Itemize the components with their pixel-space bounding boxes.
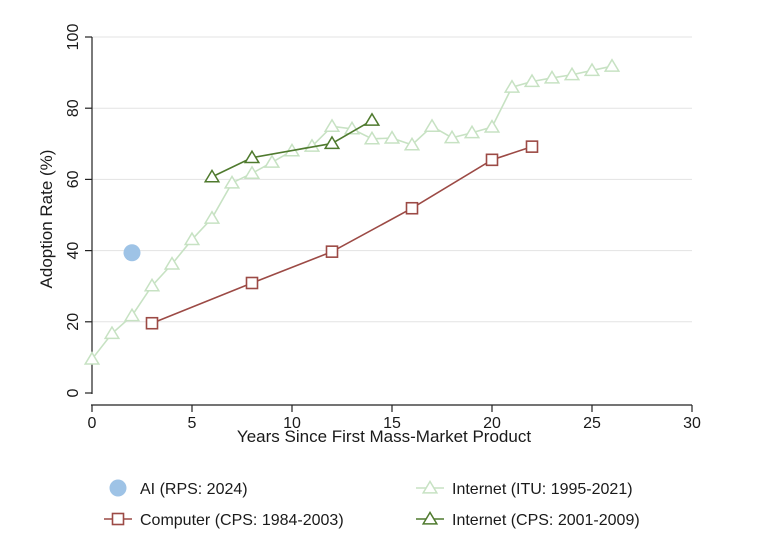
y-tick-label-0: 0 [65,388,82,397]
tick-labels: 0 20 40 60 80 100 0 5 10 15 20 25 30 [65,24,701,432]
legend-swatch-3 [421,511,439,525]
point-1-4 [163,256,181,270]
x-tick-label-25: 25 [583,415,601,432]
point-2-3 [405,201,419,215]
point-0-0 [123,244,141,262]
point-1-12 [323,118,341,132]
legend-swatch-2 [111,512,125,526]
point-1-26 [603,58,621,72]
legend-swatch-1 [421,480,439,494]
x-tick-label-20: 20 [483,415,501,432]
series-1 [83,58,621,365]
point-1-15 [383,130,401,144]
point-1-20 [483,119,501,133]
legend-label-3: Internet (CPS: 2001-2009) [452,512,640,529]
x-axis-title: Years Since First Mass-Market Product [237,427,531,446]
series-2 [145,140,539,330]
point-1-24 [563,66,581,81]
point-2-2 [325,245,339,258]
x-tick-label-30: 30 [683,415,701,432]
y-tick-label-60: 60 [65,170,82,188]
y-tick-label-20: 20 [65,313,82,331]
point-1-5 [183,231,201,246]
y-tick-label-80: 80 [65,99,82,117]
point-2-5 [525,140,539,153]
x-tick-label-10: 10 [283,415,301,432]
series-line-3 [211,119,373,178]
series-line-2 [151,145,533,324]
legend-swatch-0 [109,479,127,497]
point-1-7 [223,175,241,189]
x-tick-label-15: 15 [383,415,401,432]
legend-label-1: Internet (ITU: 1995-2021) [452,481,633,498]
point-2-4 [485,153,499,167]
point-1-6 [203,210,221,224]
legend-entry-1: Internet (ITU: 1995-2021) [416,480,633,498]
point-1-17 [423,118,441,132]
point-1-1 [103,325,121,340]
x-tick-label-0: 0 [88,415,97,432]
point-3-1 [243,149,261,164]
point-1-22 [523,73,541,88]
point-2-1 [245,276,259,290]
legend-label-2: Computer (CPS: 1984-2003) [140,512,344,529]
point-1-19 [463,124,481,139]
series-layer [83,58,621,365]
legend-label-0: AI (RPS: 2024) [140,481,248,498]
legend-entry-0: AI (RPS: 2024) [109,479,248,498]
point-1-13 [343,120,361,135]
y-axis-title: Adoption Rate (%) [37,150,56,289]
point-1-16 [403,136,421,151]
point-3-0 [203,168,221,183]
point-1-18 [443,129,461,144]
point-1-2 [123,307,141,322]
point-1-14 [363,130,381,145]
point-1-3 [143,277,161,292]
x-tick-label-5: 5 [188,415,197,432]
point-1-23 [543,69,561,84]
point-1-0 [83,351,101,365]
point-1-8 [243,165,261,179]
legend-entry-2: Computer (CPS: 1984-2003) [104,512,344,529]
point-3-3 [363,112,381,126]
axes [85,36,693,412]
point-3-2 [323,135,341,150]
legend: AI (RPS: 2024) Internet (ITU: 1995-2021) C… [104,479,640,529]
series-3 [203,112,381,183]
point-1-21 [503,79,521,93]
point-2-0 [145,316,159,330]
point-1-25 [583,62,601,77]
gridlines [92,36,692,323]
y-tick-label-40: 40 [65,242,82,260]
legend-entry-3: Internet (CPS: 2001-2009) [416,511,640,529]
point-1-9 [263,154,281,168]
series-0 [123,244,141,262]
y-tick-label-100: 100 [65,24,82,51]
